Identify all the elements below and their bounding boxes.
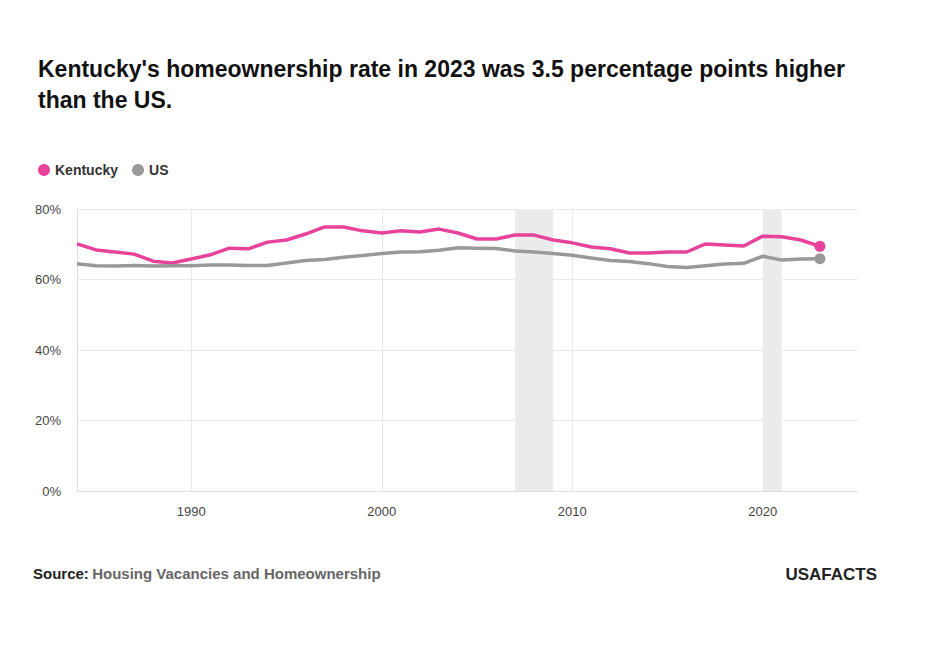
svg-text:US: US	[149, 162, 168, 178]
svg-text:Kentucky's homeownership rate: Kentucky's homeownership rate in 2023 wa…	[38, 56, 851, 82]
svg-text:2010: 2010	[558, 504, 587, 519]
svg-text:1990: 1990	[177, 504, 206, 519]
svg-text:40%: 40%	[35, 343, 61, 358]
svg-text:2020: 2020	[748, 504, 777, 519]
svg-text:Housing Vacancies and Homeowne: Housing Vacancies and Homeownership	[92, 565, 380, 582]
svg-text:Source:: Source:	[33, 565, 89, 582]
svg-text:20%: 20%	[35, 413, 61, 428]
svg-text:Kentucky: Kentucky	[55, 162, 118, 178]
svg-text:80%: 80%	[35, 202, 61, 217]
svg-text:60%: 60%	[35, 272, 61, 287]
svg-text:2000: 2000	[367, 504, 396, 519]
svg-text:Great Recession: Great Recession	[498, 398, 512, 487]
svg-text:USAFACTS: USAFACTS	[785, 565, 877, 584]
svg-text:0%: 0%	[42, 484, 61, 499]
svg-text:COVID-19 pandemic: COVID-19 pandemic	[746, 376, 760, 487]
svg-text:than the US.: than the US.	[38, 87, 172, 113]
